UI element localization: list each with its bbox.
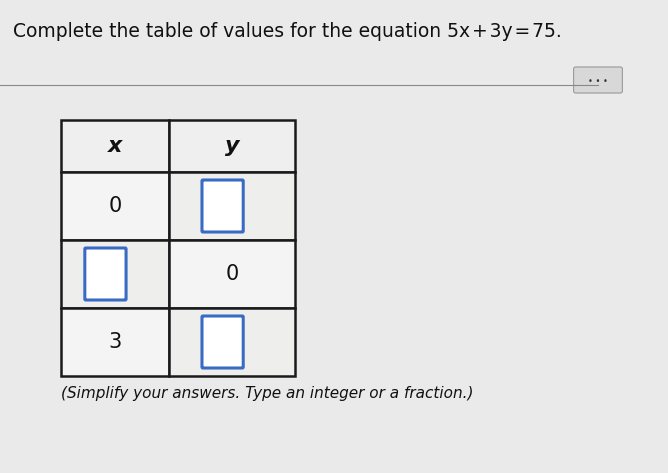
Text: y: y: [224, 136, 239, 156]
Text: 0: 0: [225, 264, 238, 284]
FancyBboxPatch shape: [202, 180, 243, 232]
FancyBboxPatch shape: [85, 248, 126, 300]
Bar: [169, 308, 295, 376]
Text: 3: 3: [108, 332, 122, 352]
Bar: [169, 240, 295, 308]
Bar: [169, 120, 295, 172]
Bar: [61, 240, 169, 308]
Bar: [169, 172, 295, 240]
Bar: [61, 308, 169, 376]
Text: (Simplify your answers. Type an integer or a fraction.): (Simplify your answers. Type an integer …: [61, 386, 474, 401]
FancyBboxPatch shape: [202, 316, 243, 368]
Bar: [61, 120, 169, 172]
Bar: [61, 172, 169, 240]
Text: 0: 0: [108, 196, 122, 216]
Text: x: x: [108, 136, 122, 156]
Text: • • •: • • •: [588, 77, 608, 86]
FancyBboxPatch shape: [574, 67, 623, 93]
Text: Complete the table of values for the equation 5x + 3y = 75.: Complete the table of values for the equ…: [13, 22, 562, 41]
